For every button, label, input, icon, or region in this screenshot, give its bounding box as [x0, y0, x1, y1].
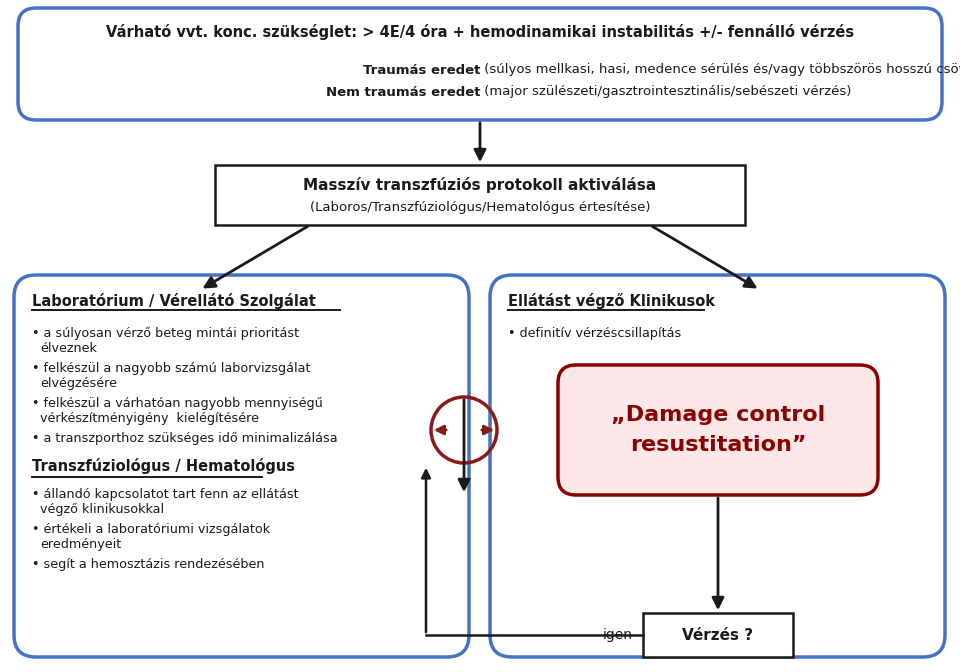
Text: Ellátást végző Klinikusok: Ellátást végző Klinikusok	[508, 293, 715, 309]
Text: végző klinikusokkal: végző klinikusokkal	[40, 503, 164, 516]
Bar	[643, 613, 793, 657]
Text: élveznek: élveznek	[40, 342, 97, 355]
Text: Transzfúziológus / Hematológus: Transzfúziológus / Hematológus	[32, 458, 295, 474]
Text: Nem traumás eredet: Nem traumás eredet	[325, 85, 480, 99]
Text: • a súlyosan vérző beteg mintái prioritást: • a súlyosan vérző beteg mintái prioritá…	[32, 327, 300, 340]
Text: (major szülészeti/gasztrointesztinális/sebészeti vérzés): (major szülészeti/gasztrointesztinális/s…	[480, 85, 852, 99]
FancyBboxPatch shape	[14, 275, 469, 657]
Text: • állandó kapcsolatot tart fenn az ellátást: • állandó kapcsolatot tart fenn az ellát…	[32, 488, 299, 501]
Text: vérkészítményigény  kielégítésére: vérkészítményigény kielégítésére	[40, 412, 259, 425]
Bar	[215, 165, 745, 225]
Text: • értékeli a laboratóriumi vizsgálatok: • értékeli a laboratóriumi vizsgálatok	[32, 523, 270, 536]
Text: • segít a hemosztázis rendezésében: • segít a hemosztázis rendezésében	[32, 558, 265, 571]
Text: Masszív transzfúziós protokoll aktiválása: Masszív transzfúziós protokoll aktiválás…	[303, 177, 657, 193]
Text: • a transzporthoz szükséges idő minimalizálása: • a transzporthoz szükséges idő minimali…	[32, 432, 338, 445]
Text: (súlyos mellkasi, hasi, medence sérülés és/vagy többszörös hosszú csöves csont t: (súlyos mellkasi, hasi, medence sérülés …	[480, 63, 960, 77]
Text: • definitív vérzéscsillapítás: • definitív vérzéscsillapítás	[508, 327, 682, 340]
FancyBboxPatch shape	[558, 365, 878, 495]
Text: (Laboros/Transzfúziológus/Hematológus értesítése): (Laboros/Transzfúziológus/Hematológus ér…	[310, 200, 650, 214]
Text: eredményeit: eredményeit	[40, 538, 121, 551]
FancyBboxPatch shape	[490, 275, 945, 657]
Text: Laboratórium / Vérellátó Szolgálat: Laboratórium / Vérellátó Szolgálat	[32, 293, 316, 309]
Text: igen: igen	[603, 628, 633, 642]
FancyBboxPatch shape	[18, 8, 942, 120]
Text: Vérzés ?: Vérzés ?	[683, 628, 754, 642]
Text: • felkészül a várhatóan nagyobb mennyiségű: • felkészül a várhatóan nagyobb mennyisé…	[32, 397, 323, 410]
Text: Várható vvt. konc. szükséglet: > 4E/4 óra + hemodinamikai instabilitás +/- fenná: Várható vvt. konc. szükséglet: > 4E/4 ór…	[106, 24, 854, 40]
Text: • felkészül a nagyobb számú laborvizsgálat: • felkészül a nagyobb számú laborvizsgál…	[32, 362, 310, 375]
Text: „Damage control
resustitation”: „Damage control resustitation”	[611, 405, 826, 455]
Text: Traumás eredet: Traumás eredet	[363, 63, 480, 77]
Text: elvégzésére: elvégzésére	[40, 377, 117, 390]
